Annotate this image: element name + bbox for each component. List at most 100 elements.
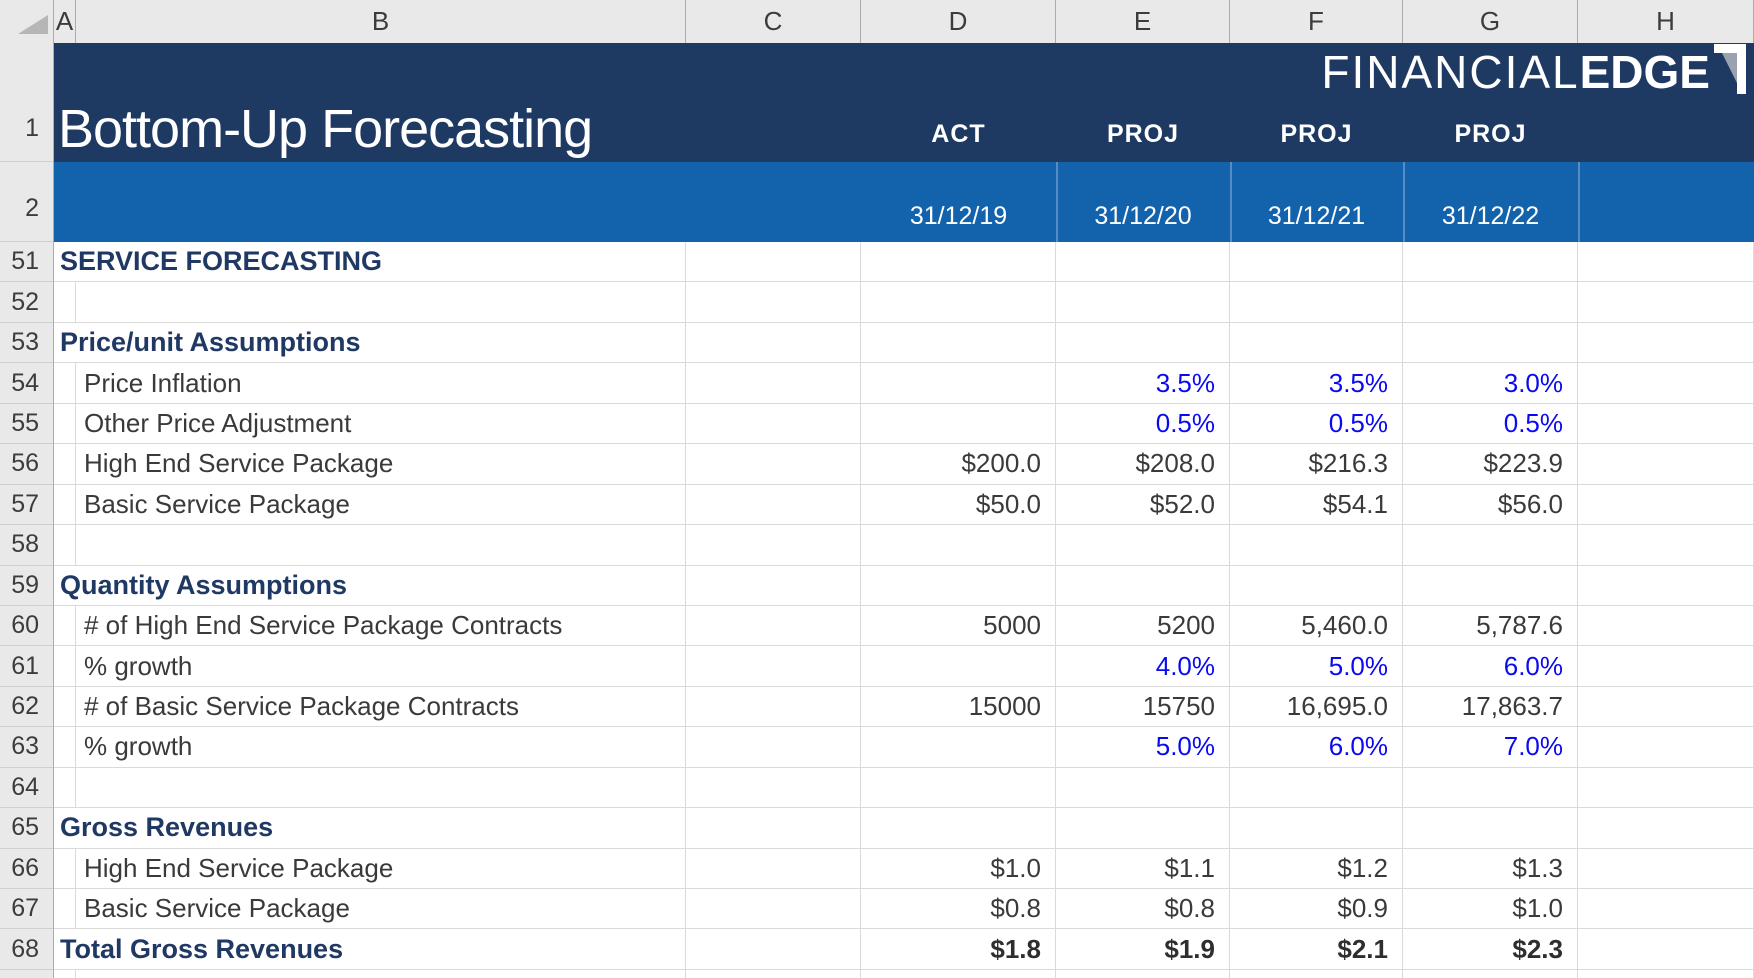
cell-D60[interactable]: 5000 xyxy=(861,606,1056,645)
cell-A63[interactable] xyxy=(54,727,76,766)
cell-E55[interactable]: 0.5% xyxy=(1056,404,1230,443)
row-number-56[interactable]: 56 xyxy=(0,444,53,484)
cell-H54[interactable] xyxy=(1578,363,1754,402)
cell-D56[interactable]: $200.0 xyxy=(861,444,1056,483)
cell-B55[interactable]: Other Price Adjustment xyxy=(76,404,686,443)
cell-B66[interactable]: High End Service Package xyxy=(76,849,686,888)
cell-A64[interactable] xyxy=(54,768,76,807)
cell-D63[interactable] xyxy=(861,727,1056,766)
cell-A62[interactable] xyxy=(54,687,76,726)
cell-G64[interactable] xyxy=(1403,768,1578,807)
cell-C67[interactable] xyxy=(686,889,861,928)
cell-F64[interactable] xyxy=(1230,768,1403,807)
cell-E62[interactable]: 15750 xyxy=(1056,687,1230,726)
cell-A54[interactable] xyxy=(54,363,76,402)
cell-C53[interactable] xyxy=(686,323,861,362)
cell-C66[interactable] xyxy=(686,849,861,888)
cell-E59[interactable] xyxy=(1056,566,1230,605)
cell-E69[interactable] xyxy=(1056,970,1230,978)
cell-G53[interactable] xyxy=(1403,323,1578,362)
column-header-B[interactable]: B xyxy=(76,0,686,43)
cell-D59[interactable] xyxy=(861,566,1056,605)
cell-G56[interactable]: $223.9 xyxy=(1403,444,1578,483)
cell-F52[interactable] xyxy=(1230,282,1403,321)
cell-H64[interactable] xyxy=(1578,768,1754,807)
cell-H65[interactable] xyxy=(1578,808,1754,847)
cell-E66[interactable]: $1.1 xyxy=(1056,849,1230,888)
row-number-55[interactable]: 55 xyxy=(0,404,53,444)
cell-D52[interactable] xyxy=(861,282,1056,321)
cell-C58[interactable] xyxy=(686,525,861,564)
cell-G65[interactable] xyxy=(1403,808,1578,847)
cell-F59[interactable] xyxy=(1230,566,1403,605)
cell-F54[interactable]: 3.5% xyxy=(1230,363,1403,402)
cell-E61[interactable]: 4.0% xyxy=(1056,646,1230,685)
cell-B63[interactable]: % growth xyxy=(76,727,686,766)
cell-D66[interactable]: $1.0 xyxy=(861,849,1056,888)
row-number-1[interactable]: 1 xyxy=(0,43,53,162)
cell-A61[interactable] xyxy=(54,646,76,685)
cell-C59[interactable] xyxy=(686,566,861,605)
cell-D65[interactable] xyxy=(861,808,1056,847)
cell-B58[interactable] xyxy=(76,525,686,564)
cell-F68[interactable]: $2.1 xyxy=(1230,929,1403,968)
row-number-68[interactable]: 68 xyxy=(0,929,53,969)
cell-B62[interactable]: # of Basic Service Package Contracts xyxy=(76,687,686,726)
cell-H69[interactable] xyxy=(1578,970,1754,978)
cell-F58[interactable] xyxy=(1230,525,1403,564)
cell-H56[interactable] xyxy=(1578,444,1754,483)
cell-G55[interactable]: 0.5% xyxy=(1403,404,1578,443)
cell-B64[interactable] xyxy=(76,768,686,807)
row-number-51[interactable]: 51 xyxy=(0,242,53,282)
cell-C64[interactable] xyxy=(686,768,861,807)
cell-H63[interactable] xyxy=(1578,727,1754,766)
cell-H60[interactable] xyxy=(1578,606,1754,645)
cell-E60[interactable]: 5200 xyxy=(1056,606,1230,645)
cell-B61[interactable]: % growth xyxy=(76,646,686,685)
cell-B56[interactable]: High End Service Package xyxy=(76,444,686,483)
cell-H52[interactable] xyxy=(1578,282,1754,321)
cell-H55[interactable] xyxy=(1578,404,1754,443)
row-number-58[interactable]: 58 xyxy=(0,525,53,565)
period-label-G[interactable]: PROJ xyxy=(1403,120,1578,149)
cell-H68[interactable] xyxy=(1578,929,1754,968)
cell-E56[interactable]: $208.0 xyxy=(1056,444,1230,483)
cell-B53[interactable]: Price/unit Assumptions xyxy=(54,323,686,362)
cell-D51[interactable] xyxy=(861,242,1056,281)
cell-C56[interactable] xyxy=(686,444,861,483)
cell-B52[interactable] xyxy=(76,282,686,321)
select-all-corner[interactable] xyxy=(0,0,54,43)
cell-G54[interactable]: 3.0% xyxy=(1403,363,1578,402)
row-number-67[interactable]: 67 xyxy=(0,889,53,929)
cell-E64[interactable] xyxy=(1056,768,1230,807)
cell-D67[interactable]: $0.8 xyxy=(861,889,1056,928)
column-header-H[interactable]: H xyxy=(1578,0,1754,43)
cell-E65[interactable] xyxy=(1056,808,1230,847)
row-number-60[interactable]: 60 xyxy=(0,606,53,646)
cell-E52[interactable] xyxy=(1056,282,1230,321)
cell-H67[interactable] xyxy=(1578,889,1754,928)
cell-G60[interactable]: 5,787.6 xyxy=(1403,606,1578,645)
cell-C61[interactable] xyxy=(686,646,861,685)
date-cell-E[interactable]: 31/12/20 xyxy=(1056,202,1230,231)
cell-B51[interactable]: SERVICE FORECASTING xyxy=(54,242,686,281)
row-number-66[interactable]: 66 xyxy=(0,849,53,889)
cell-F60[interactable]: 5,460.0 xyxy=(1230,606,1403,645)
cell-E63[interactable]: 5.0% xyxy=(1056,727,1230,766)
cell-D58[interactable] xyxy=(861,525,1056,564)
cell-G68[interactable]: $2.3 xyxy=(1403,929,1578,968)
cell-B68[interactable]: Total Gross Revenues xyxy=(54,929,686,968)
cell-A57[interactable] xyxy=(54,485,76,524)
cell-F65[interactable] xyxy=(1230,808,1403,847)
cell-D61[interactable] xyxy=(861,646,1056,685)
cell-E53[interactable] xyxy=(1056,323,1230,362)
cell-D57[interactable]: $50.0 xyxy=(861,485,1056,524)
cell-A58[interactable] xyxy=(54,525,76,564)
row-number-62[interactable]: 62 xyxy=(0,687,53,727)
cell-G69[interactable] xyxy=(1403,970,1578,978)
cell-A60[interactable] xyxy=(54,606,76,645)
cell-H62[interactable] xyxy=(1578,687,1754,726)
cell-H66[interactable] xyxy=(1578,849,1754,888)
period-label-E[interactable]: PROJ xyxy=(1056,120,1230,149)
column-header-C[interactable]: C xyxy=(686,0,861,43)
